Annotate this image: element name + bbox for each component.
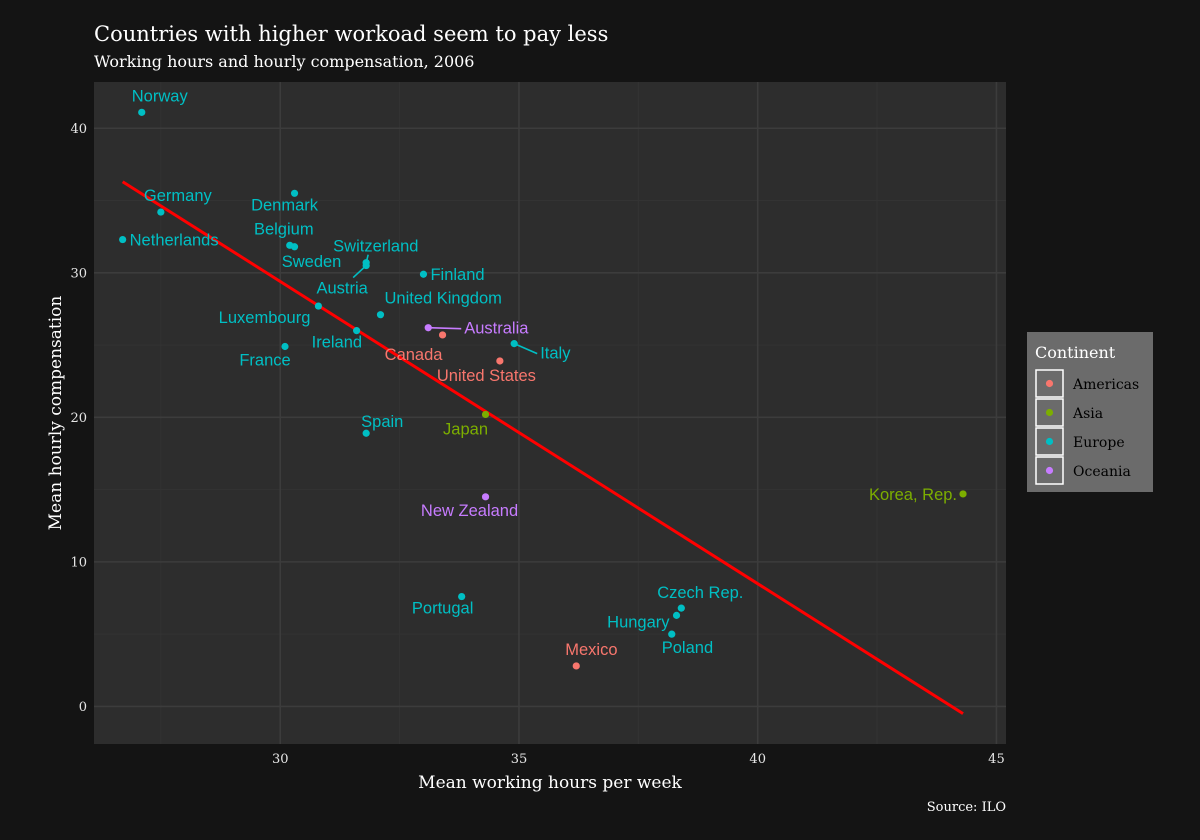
data-point (481, 493, 490, 501)
legend-swatch (1045, 379, 1054, 388)
y-tick-label: 40 (70, 122, 87, 137)
legend-swatch (1045, 466, 1054, 475)
data-point (376, 311, 385, 319)
point-label: Japan (443, 420, 488, 438)
data-point (362, 261, 370, 270)
data-point (510, 340, 518, 348)
data-point (353, 327, 361, 335)
data-point (496, 357, 504, 365)
y-axis-title: Mean hourly compensation (46, 296, 66, 531)
source-caption: Source: ILO (927, 800, 1006, 815)
y-tick-label: 30 (70, 266, 87, 281)
data-point (438, 331, 447, 339)
legend-swatch (1045, 437, 1054, 446)
data-point (281, 342, 289, 351)
data-point (290, 189, 299, 197)
point-label: Luxembourg (219, 309, 311, 327)
legend-label: Europe (1073, 435, 1125, 451)
legend-label: Asia (1072, 406, 1103, 422)
chart-title: Countries with higher workoad seem to pa… (94, 22, 608, 46)
point-label: Korea, Rep. (869, 486, 957, 504)
data-point (290, 243, 299, 251)
point-label: Netherlands (130, 232, 219, 250)
legend-key (1035, 398, 1064, 427)
chart-subtitle: Working hours and hourly compensation, 2… (94, 52, 474, 71)
data-point (138, 108, 146, 116)
point-label: Switzerland (333, 238, 418, 256)
data-point (668, 630, 676, 638)
data-point (362, 429, 370, 437)
legend-swatch (1045, 408, 1054, 417)
data-point (959, 490, 967, 498)
point-label: France (239, 352, 290, 370)
data-point (672, 611, 681, 619)
data-point (424, 324, 432, 332)
grid-major (94, 82, 1006, 744)
point-label: Italy (540, 345, 571, 363)
legend-label: Oceania (1073, 464, 1131, 480)
data-point (119, 235, 127, 244)
y-tick-label: 0 (79, 700, 87, 715)
point-label: Poland (662, 639, 713, 657)
legend-title: Continent (1035, 343, 1116, 362)
data-point (419, 270, 428, 278)
point-labels: Canada United States Mexico Japan Korea, Rep… (130, 87, 957, 659)
point-label: United Kingdom (384, 290, 501, 308)
x-axis-title: Mean working hours per week (418, 773, 682, 793)
y-axis-ticks: 0 10 20 30 40 (70, 122, 87, 715)
data-points (119, 108, 967, 670)
point-label: Germany (144, 187, 213, 205)
point-label: United States (437, 367, 536, 385)
data-point (677, 604, 685, 612)
point-label: Czech Rep. (657, 584, 743, 602)
x-axis-ticks: 30 35 40 45 (272, 752, 1005, 767)
point-label: Norway (132, 87, 189, 105)
label-leader-line (513, 342, 538, 355)
legend-label: Americas (1072, 377, 1139, 393)
grid-minor (94, 82, 1006, 744)
label-leader-line (428, 326, 462, 330)
point-label: Sweden (282, 253, 342, 271)
x-tick-label: 35 (511, 752, 528, 767)
data-point (481, 410, 490, 419)
point-label: New Zealand (421, 502, 518, 520)
point-label: Belgium (254, 220, 314, 238)
point-label: Hungary (607, 613, 670, 631)
data-point (572, 662, 580, 670)
legend-items: Americas Asia Europe Oceania (1035, 369, 1139, 485)
x-tick-label: 40 (749, 752, 766, 767)
y-tick-label: 10 (70, 555, 87, 570)
x-tick-label: 30 (272, 752, 289, 767)
y-tick-label: 20 (70, 411, 87, 426)
point-label: Ireland (312, 334, 362, 352)
data-point (157, 208, 165, 216)
point-label: Denmark (251, 196, 319, 214)
point-label: Portugal (412, 600, 473, 618)
point-label: Finland (430, 266, 484, 284)
point-label: Mexico (565, 641, 617, 659)
trend-line (121, 180, 964, 715)
data-point (458, 592, 466, 601)
point-label: Austria (316, 280, 368, 298)
x-tick-label: 45 (988, 752, 1005, 767)
legend: Continent Americas Asia Europe Oceania (1027, 332, 1153, 492)
data-point (314, 302, 323, 310)
point-label: Australia (464, 320, 529, 338)
point-label: Spain (361, 413, 403, 431)
point-label: Canada (385, 346, 444, 364)
plot-panel (94, 82, 1006, 744)
